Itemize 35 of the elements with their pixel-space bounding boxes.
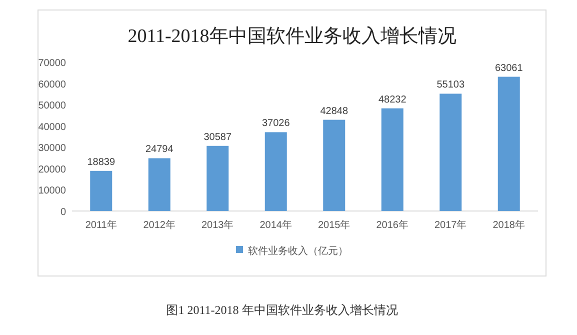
data-label: 30587 — [204, 132, 232, 143]
caption: 图1 2011-2018 年中国软件业务收入增长情况 — [166, 303, 398, 317]
y-tick-label: 50000 — [38, 100, 66, 112]
x-tick-label: 2011年 — [85, 219, 117, 231]
x-tick-label: 2017年 — [434, 219, 467, 231]
y-tick-label: 40000 — [38, 122, 66, 133]
x-tick-label: 2013年 — [202, 219, 234, 231]
bar — [206, 146, 229, 211]
data-label: 55103 — [436, 80, 465, 91]
y-tick-label: 70000 — [38, 58, 66, 69]
data-label: 42848 — [320, 106, 348, 117]
bar — [323, 120, 346, 211]
bar — [440, 94, 462, 211]
legend-label: 软件业务收入（亿元） — [248, 245, 348, 257]
x-tick-label: 2014年 — [260, 219, 292, 231]
data-label: 18839 — [87, 156, 116, 168]
y-tick-label: 60000 — [38, 79, 66, 90]
x-tick-label: 2012年 — [143, 219, 176, 231]
y-tick-label: 30000 — [38, 143, 66, 154]
bar — [381, 108, 404, 211]
y-tick-label: 10000 — [38, 186, 66, 197]
chart-title: 2011-2018年中国软件业务收入增长情况 — [128, 26, 456, 47]
data-label: 48232 — [378, 94, 407, 106]
data-label: 63061 — [494, 62, 524, 74]
x-tick-label: 2018年 — [492, 219, 525, 231]
data-label: 37026 — [262, 118, 290, 130]
bar — [498, 76, 520, 211]
bar — [148, 158, 170, 211]
y-tick-label: 20000 — [38, 164, 66, 176]
bar — [90, 170, 112, 211]
x-tick-label: 2015年 — [318, 219, 350, 231]
data-label: 24794 — [145, 144, 174, 156]
y-tick-label: 0 — [60, 207, 66, 218]
x-tick-label: 2016年 — [376, 219, 408, 231]
bar — [264, 132, 287, 211]
